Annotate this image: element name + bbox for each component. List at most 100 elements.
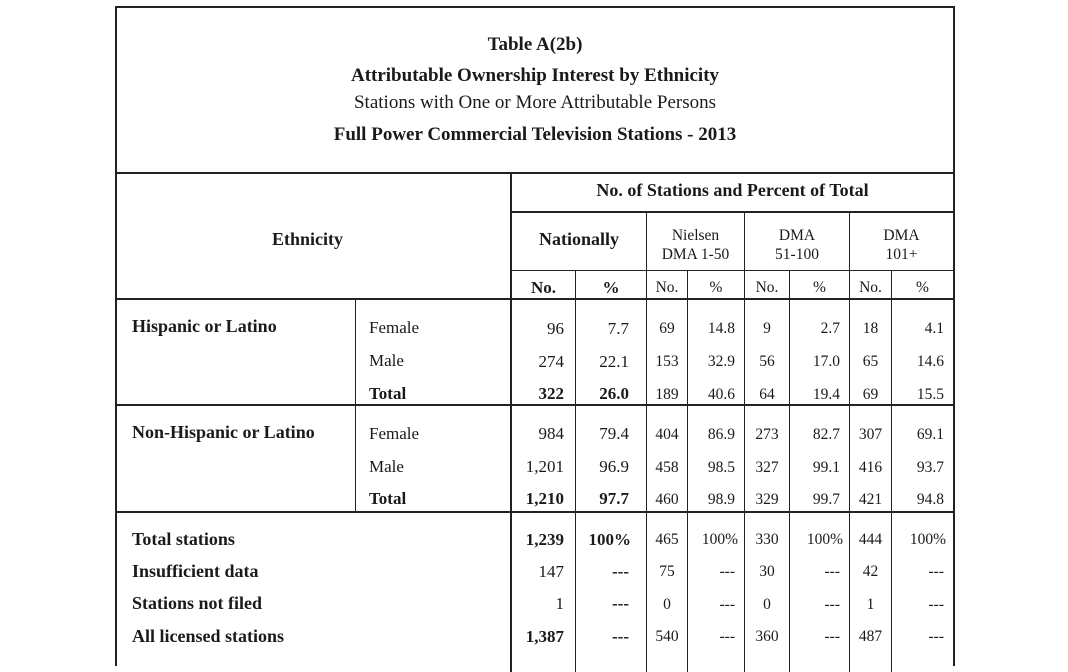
cell-d1-pct: 98.5 xyxy=(707,459,735,476)
cell-nat-no: 984 xyxy=(538,424,565,443)
d3-no-header: No. xyxy=(859,279,882,296)
cell-d2-no: 56 xyxy=(759,353,775,370)
divider xyxy=(117,404,953,406)
divider xyxy=(744,213,745,672)
cell-d1-no: 465 xyxy=(655,531,679,548)
table-subtitle: Stations with One or More Attributable P… xyxy=(353,92,717,113)
cell-nat-no: 147 xyxy=(538,562,565,581)
cell-d2-pct: 2.7 xyxy=(820,320,840,337)
cell-d2-pct: --- xyxy=(824,563,841,580)
cell-nat-no: 1,210 xyxy=(525,489,564,508)
cell-d2-pct: 82.7 xyxy=(812,426,840,443)
cell-d3-no: 69 xyxy=(862,386,879,403)
cell-d1-pct: --- xyxy=(719,596,736,613)
cell-d3-no: 65 xyxy=(862,353,879,370)
cell-d3-pct: --- xyxy=(928,596,945,613)
row-label: Female xyxy=(369,318,420,337)
dma3-header-line2: 101+ xyxy=(885,246,918,263)
cell-nat-pct: 7.7 xyxy=(607,319,629,338)
nielsen-header-line1: Nielsen xyxy=(671,227,720,244)
cell-d1-pct: --- xyxy=(719,563,736,580)
cell-d1-pct: 40.6 xyxy=(707,386,735,403)
d2-no-header: No. xyxy=(755,279,779,296)
divider xyxy=(789,271,790,672)
cell-d1-no: 458 xyxy=(655,459,679,476)
group-name-hispanic: Hispanic or Latino xyxy=(132,316,277,336)
summary-label: Total stations xyxy=(132,529,235,549)
cell-d1-pct: 32.9 xyxy=(707,353,735,370)
cell-nat-no: 322 xyxy=(538,384,565,403)
table-title-block: Table A(2b) Attributable Ownership Inter… xyxy=(117,8,953,174)
cell-d3-pct: 93.7 xyxy=(916,459,944,476)
cell-d3-pct: 100% xyxy=(909,531,946,548)
summary-label: Insufficient data xyxy=(132,561,259,581)
dma3-header-line1: DMA xyxy=(883,227,920,244)
cell-d2-pct: 99.1 xyxy=(812,459,840,476)
cell-d1-no: 540 xyxy=(655,628,679,645)
cell-d2-pct: 99.7 xyxy=(812,491,840,508)
table-number: Table A(2b) xyxy=(487,34,583,55)
divider xyxy=(687,271,688,672)
cell-d1-pct: 100% xyxy=(701,531,738,548)
row-label: Total xyxy=(369,384,407,403)
cell-d2-pct: --- xyxy=(824,596,841,613)
divider xyxy=(646,270,953,271)
cell-d2-pct: 100% xyxy=(806,531,843,548)
table-title: Attributable Ownership Interest by Ethni… xyxy=(350,65,720,86)
ethnicity-header: Ethnicity xyxy=(272,229,344,249)
cell-d1-no: 0 xyxy=(663,596,671,613)
divider xyxy=(510,172,512,672)
cell-d3-pct: --- xyxy=(928,628,945,645)
d1-pct-header: % xyxy=(709,279,723,296)
cell-d3-pct: 94.8 xyxy=(916,491,944,508)
divider xyxy=(117,298,953,300)
cell-nat-pct: 26.0 xyxy=(599,384,629,403)
cell-nat-pct: --- xyxy=(612,594,629,613)
cell-nat-no: 96 xyxy=(547,319,564,338)
cell-nat-no: 1,201 xyxy=(525,457,564,476)
cell-d3-no: 421 xyxy=(858,491,883,508)
divider xyxy=(510,270,646,271)
cell-d3-no: 18 xyxy=(862,320,879,337)
cell-d2-no: 0 xyxy=(763,596,771,613)
cell-d1-pct: --- xyxy=(719,628,736,645)
dma2-header-line2: 51-100 xyxy=(775,246,819,263)
cell-nat-pct: 97.7 xyxy=(599,489,629,508)
cell-d3-pct: 14.6 xyxy=(916,353,944,370)
cell-d2-no: 30 xyxy=(759,563,775,580)
cell-d3-no: 487 xyxy=(858,628,883,645)
cell-d3-no: 444 xyxy=(858,531,883,548)
nat-no-header: No. xyxy=(530,278,557,297)
nielsen-header-line2: DMA 1-50 xyxy=(661,246,730,263)
cell-nat-no: 1,239 xyxy=(525,530,564,549)
cell-nat-pct: 22.1 xyxy=(599,352,629,371)
cell-d2-no: 327 xyxy=(755,459,779,476)
cell-d1-pct: 14.8 xyxy=(707,320,735,337)
cell-d2-no: 330 xyxy=(755,531,779,548)
cell-d3-pct: 15.5 xyxy=(916,386,944,403)
divider xyxy=(646,213,647,672)
cell-nat-pct: --- xyxy=(612,627,629,646)
cell-d3-no: 416 xyxy=(858,459,883,476)
row-label: Male xyxy=(369,351,404,370)
cell-d3-no: 42 xyxy=(862,563,879,580)
cell-nat-pct: 100% xyxy=(588,530,632,549)
cell-d1-pct: 86.9 xyxy=(707,426,735,443)
cell-d1-no: 75 xyxy=(659,563,675,580)
table-frame: Table A(2b) Attributable Ownership Inter… xyxy=(115,6,955,672)
cell-d3-pct: 4.1 xyxy=(924,320,944,337)
group-header: No. of Stations and Percent of Total xyxy=(596,180,869,200)
cell-d2-pct: --- xyxy=(824,628,841,645)
cell-d3-pct: --- xyxy=(928,563,945,580)
nationally-header: Nationally xyxy=(538,229,619,249)
d2-pct-header: % xyxy=(813,279,826,296)
cell-nat-no: 274 xyxy=(538,352,565,371)
divider xyxy=(891,271,892,672)
nat-pct-header: % xyxy=(602,278,620,297)
cell-d2-no: 64 xyxy=(759,386,775,403)
d3-pct-header: % xyxy=(916,279,929,296)
cell-d2-no: 273 xyxy=(755,426,779,443)
cell-d2-pct: 17.0 xyxy=(812,353,840,370)
row-label: Total xyxy=(369,489,407,508)
divider xyxy=(117,511,953,513)
